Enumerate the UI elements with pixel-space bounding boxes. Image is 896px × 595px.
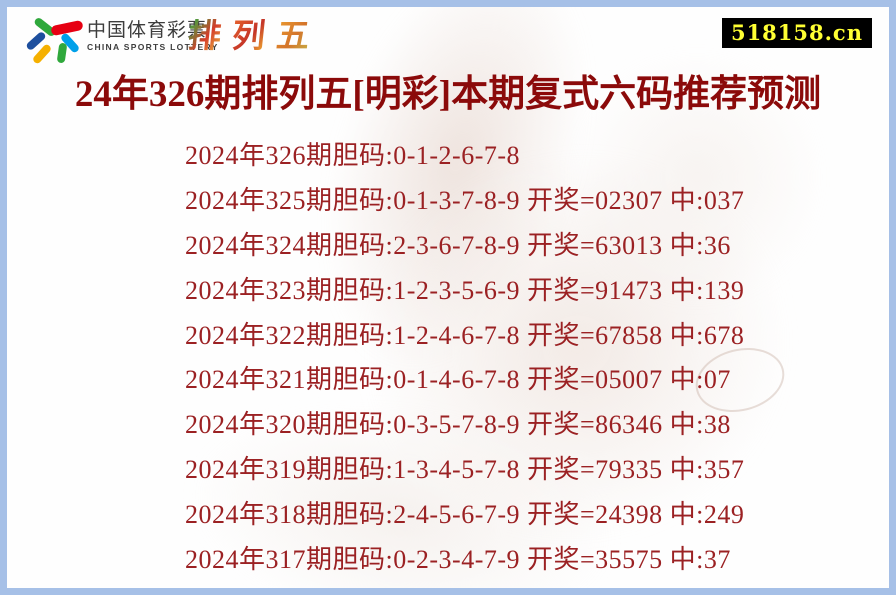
brand-text: 中国体育彩票 CHINA SPORTS LOTTERY xyxy=(87,20,219,52)
prediction-row: 2024年323期胆码:1-2-3-5-6-9 开奖=91473 中:139 xyxy=(185,275,745,305)
header: 中国体育彩票 CHINA SPORTS LOTTERY 排 列 五 518158… xyxy=(7,7,889,65)
game-name-pailiewu: 排 列 五 xyxy=(186,17,312,54)
prediction-row: 2024年320期胆码:0-3-5-7-8-9 开奖=86346 中:38 xyxy=(185,410,731,440)
prediction-row: 2024年317期胆码:0-2-3-4-7-9 开奖=35575 中:37 xyxy=(185,544,731,574)
game-char-1: 排 xyxy=(186,17,223,54)
prediction-row: 2024年321期胆码:0-1-4-6-7-8 开奖=05007 中:07 xyxy=(185,365,731,395)
prediction-row: 2024年322期胆码:1-2-4-6-7-8 开奖=67858 中:678 xyxy=(185,320,745,350)
page-title: 24年326期排列五[明彩]本期复式六码推荐预测 xyxy=(74,74,822,115)
prediction-row: 2024年326期胆码:0-1-2-6-7-8 xyxy=(185,140,521,170)
prediction-row: 2024年325期胆码:0-1-3-7-8-9 开奖=02307 中:037 xyxy=(185,185,745,215)
game-char-2: 列 xyxy=(230,17,268,54)
china-sports-lottery-logo-icon xyxy=(25,16,84,65)
prediction-list: 2024年326期胆码:0-1-2-6-7-8 2024年325期胆码:0-1-… xyxy=(185,131,744,580)
game-char-3: 五 xyxy=(274,17,312,54)
prediction-row: 2024年318期胆码:2-4-5-6-7-9 开奖=24398 中:249 xyxy=(185,500,745,530)
brand-name-en: CHINA SPORTS LOTTERY xyxy=(87,42,219,52)
logo-stroke-green-leg xyxy=(56,42,68,64)
brand-name-cn: 中国体育彩票 xyxy=(87,20,208,41)
site-badge: 518158.cn xyxy=(721,18,872,48)
prediction-row: 2024年324期胆码:2-3-6-7-8-9 开奖=63013 中:36 xyxy=(185,230,731,260)
prediction-row: 2024年319期胆码:1-3-4-5-7-8 开奖=79335 中:357 xyxy=(185,455,745,485)
